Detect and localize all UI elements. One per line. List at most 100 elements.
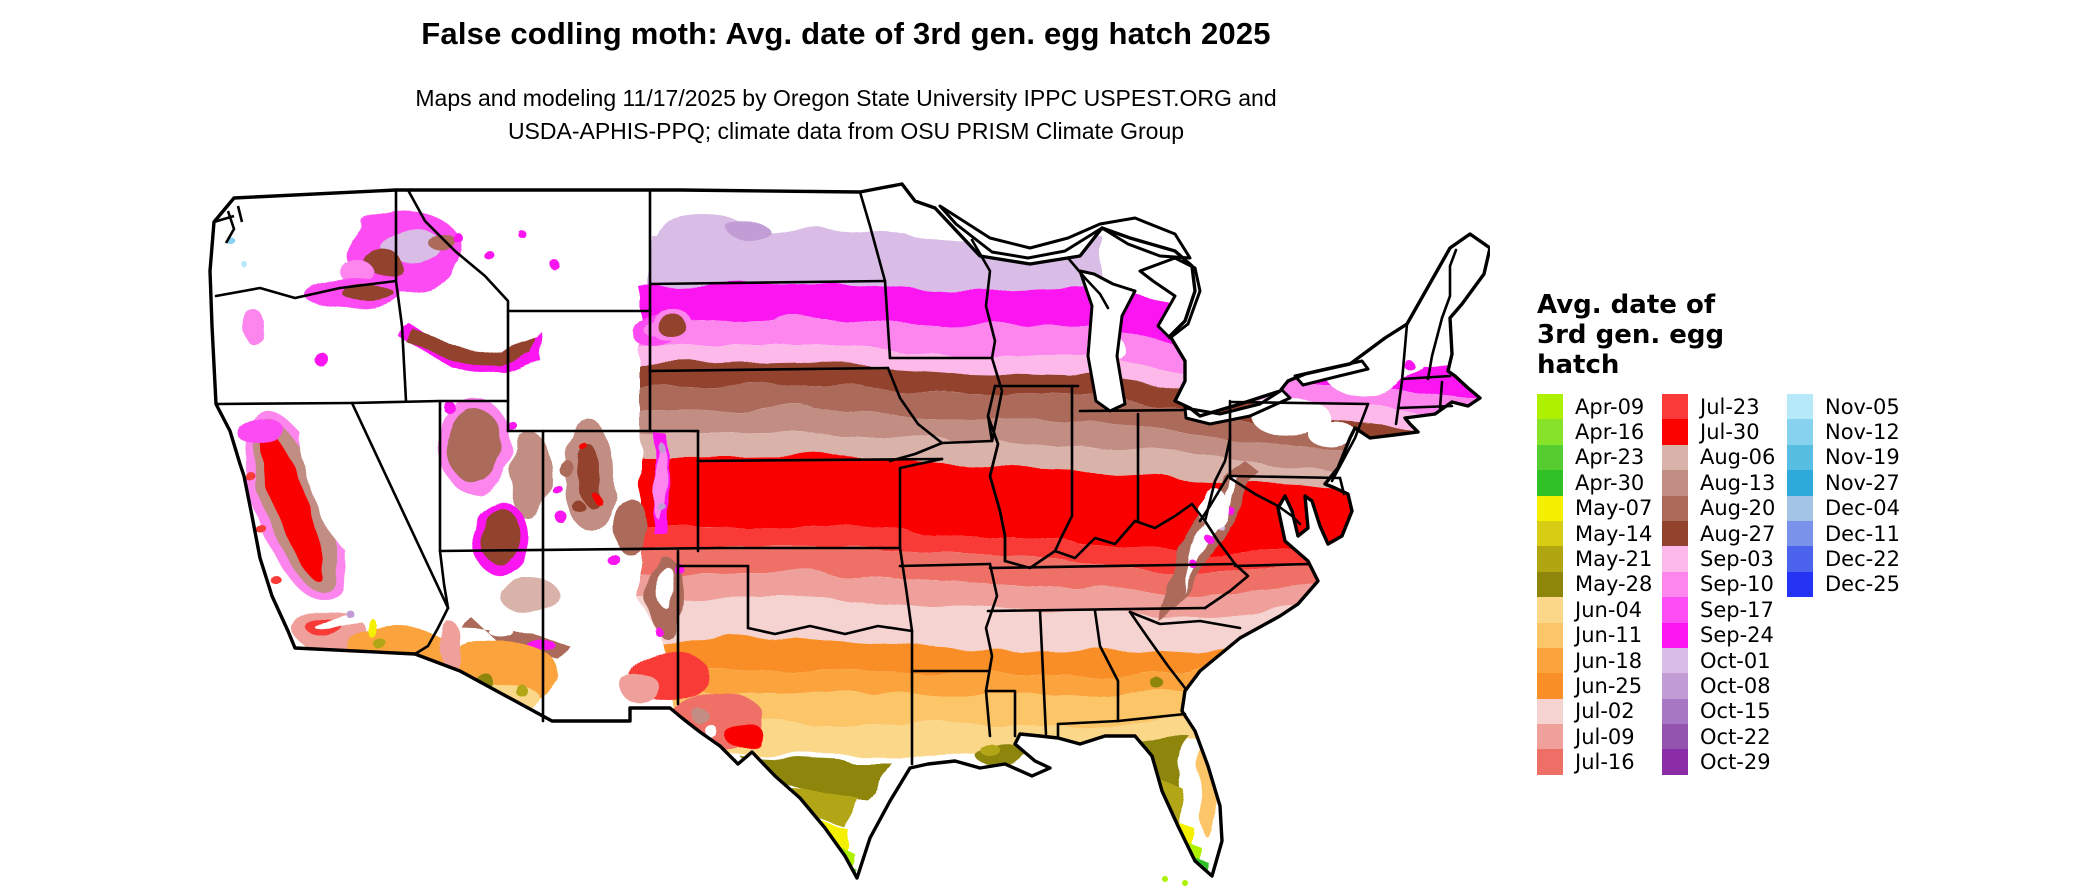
legend-swatch — [1537, 647, 1563, 674]
legend-swatch — [1537, 419, 1563, 445]
ut-brown-core — [578, 446, 602, 506]
legend-label: Dec-25 — [1825, 572, 1900, 597]
band-jul16 — [640, 546, 1490, 596]
legend-label: Apr-23 — [1575, 445, 1645, 470]
mt-speck1 — [453, 233, 463, 243]
legend-item: Oct-08 — [1662, 673, 1787, 699]
border-ca-nv — [350, 401, 450, 610]
ca-coast-red2 — [255, 523, 265, 533]
legend-swatch — [1662, 597, 1688, 623]
fl-may28 — [1138, 734, 1188, 791]
legend-swatch — [1537, 394, 1563, 420]
border-tn-s — [986, 606, 1207, 613]
legend-swatch — [1662, 673, 1688, 699]
legend-swatch — [1662, 546, 1688, 572]
legend-item: May-14 — [1537, 520, 1662, 547]
ut-red1 — [581, 444, 589, 452]
legend-label: May-07 — [1575, 496, 1653, 521]
legend-column-1: Apr-09 Apr-16 Apr-23 Apr-30 May-07 May-14 May-… — [1537, 394, 1662, 775]
wa-basin-brown1 — [367, 252, 403, 276]
us-outline — [208, 182, 1492, 880]
legend-label: Sep-17 — [1700, 597, 1774, 622]
legend-label: Apr-09 — [1575, 394, 1645, 419]
wtx-red — [725, 724, 765, 748]
border-wi-mi-up — [1066, 256, 1110, 310]
legend-swatch — [1662, 419, 1688, 445]
lake-erie — [1183, 388, 1292, 426]
legend-label: Nov-05 — [1825, 394, 1900, 419]
legend-label: Oct-15 — [1700, 699, 1771, 724]
legend-item: Aug-06 — [1662, 444, 1787, 471]
nv-brown1 — [448, 408, 502, 484]
band-jul09 — [640, 572, 1490, 618]
legend-swatch — [1537, 470, 1563, 496]
blackhills-brown — [657, 315, 687, 337]
legend-swatch — [1537, 495, 1563, 521]
legend-swatch — [1662, 571, 1688, 598]
legend-item: May-21 — [1537, 546, 1662, 572]
border-ny-newengland — [1394, 379, 1404, 426]
legend-item: Aug-20 — [1662, 495, 1787, 521]
legend-item: Jul-30 — [1662, 419, 1787, 445]
mt-speck4 — [549, 259, 559, 269]
legend-item: Dec-04 — [1787, 495, 1912, 521]
legend-label: Jun-25 — [1575, 673, 1643, 698]
us-map — [200, 176, 1492, 888]
ca-lav — [346, 610, 354, 618]
legend-item: Aug-27 — [1662, 520, 1787, 547]
legend-swatch — [1787, 495, 1813, 521]
border-ms-river-s — [984, 562, 999, 738]
legend: Avg. date of 3rd gen. egg hatch Apr-09 Ap… — [1537, 290, 2077, 775]
legend-item: Dec-22 — [1787, 546, 1912, 572]
or-columbia-brown — [342, 285, 394, 301]
legend-swatch — [1537, 698, 1563, 725]
vt-magenta-speck — [1405, 361, 1415, 371]
legend-swatch — [1787, 394, 1813, 420]
legend-label: Jun-11 — [1575, 623, 1643, 648]
border-nd-sd — [648, 279, 887, 286]
basin-speck3 — [556, 512, 568, 524]
legend-swatch — [1662, 470, 1688, 496]
ca-coast-red3 — [269, 573, 279, 583]
border-wa-or — [214, 279, 398, 300]
legend-item: Apr-30 — [1537, 470, 1662, 496]
legend-item: Jun-11 — [1537, 622, 1662, 648]
legend-label: Sep-24 — [1700, 623, 1774, 648]
page-title: False codling moth: Avg. date of 3rd gen… — [421, 16, 1271, 51]
mt-speck2 — [487, 253, 497, 263]
legend-swatch — [1537, 546, 1563, 572]
legend-item: Jul-23 — [1662, 394, 1787, 420]
legend-title-line: hatch — [1537, 350, 1620, 380]
border-ok-ar — [898, 546, 914, 633]
tx-may28 — [740, 756, 890, 798]
nm-mtn-white — [657, 564, 673, 608]
id-snake-brown — [405, 331, 536, 366]
border-delaware-river — [1330, 402, 1370, 483]
az-river-salmon — [438, 621, 462, 671]
ca-north-magenta — [235, 419, 285, 443]
border-ms-al — [1038, 609, 1048, 736]
legend-item: Oct-15 — [1662, 698, 1787, 725]
legend-label: Oct-22 — [1700, 724, 1771, 749]
legend-label: Jul-02 — [1575, 699, 1635, 724]
legend-label: Aug-27 — [1700, 521, 1776, 546]
attribution-line-1: Maps and modeling 11/17/2025 by Oregon S… — [415, 85, 1277, 111]
legend-label: Dec-22 — [1825, 547, 1900, 572]
wtx-white — [706, 726, 718, 738]
legend-label: Apr-16 — [1575, 420, 1645, 445]
lake-michigan — [1078, 269, 1137, 413]
figure-attribution: Maps and modeling 11/17/2025 by Oregon S… — [0, 82, 1692, 148]
legend-swatch — [1662, 444, 1688, 471]
nm-south-salmon — [620, 674, 660, 702]
az-olive2 — [516, 685, 528, 697]
ca-coast-red1 — [245, 471, 255, 481]
legend-swatch — [1662, 520, 1688, 547]
legend-item: Nov-05 — [1787, 394, 1912, 420]
legend-swatch — [1537, 622, 1563, 648]
border-la-ms — [984, 689, 1017, 738]
legend-label: Jul-16 — [1575, 750, 1635, 775]
legend-columns: Apr-09 Apr-16 Apr-23 Apr-30 May-07 May-14 May-… — [1537, 394, 2077, 775]
border-mn-wi — [970, 238, 997, 360]
legend-swatch — [1787, 419, 1813, 445]
